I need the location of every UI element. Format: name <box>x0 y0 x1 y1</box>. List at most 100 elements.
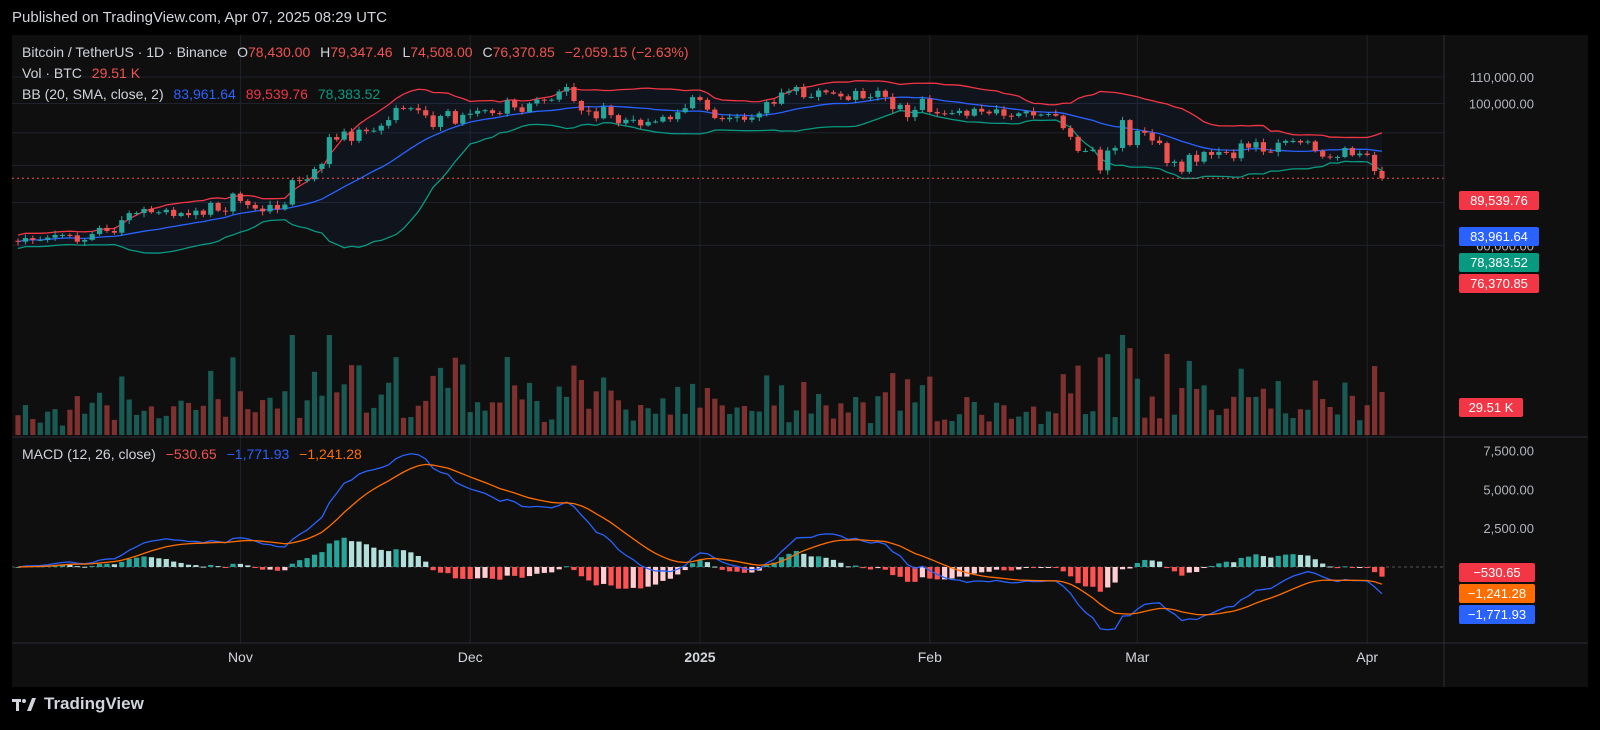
candle <box>890 93 896 114</box>
macd-histogram-bar <box>1038 567 1044 568</box>
volume-bar <box>897 410 903 435</box>
candle-body <box>660 116 666 122</box>
macd-histogram-bar <box>1075 567 1081 584</box>
macd-histogram-bar <box>460 567 466 579</box>
volume-bar <box>1038 424 1044 435</box>
volume-bar <box>1194 389 1200 435</box>
candle-body <box>986 111 992 114</box>
candle-body <box>675 112 681 120</box>
volume-bar <box>519 399 525 435</box>
volume-bar <box>1223 408 1229 435</box>
candle <box>1194 150 1200 166</box>
macd-histogram-bar <box>660 567 666 581</box>
candle <box>623 117 629 126</box>
macd-histogram-bar <box>148 557 155 567</box>
footer-brand[interactable]: TradingView <box>12 694 144 714</box>
macd-histogram-bar <box>1357 567 1363 568</box>
candle <box>675 109 681 123</box>
candle-body <box>704 99 711 110</box>
macd-histogram-bar <box>1297 554 1304 567</box>
macd-histogram-bar <box>215 566 221 568</box>
macd-histogram-bar <box>949 567 955 579</box>
candle-body <box>96 227 103 235</box>
candle-body <box>541 99 547 101</box>
macd-histogram-bar <box>134 557 140 567</box>
legend-bb-basis: 83,961.64 <box>174 86 236 102</box>
volume-bar <box>764 375 770 435</box>
legend-open-label: O <box>237 44 248 60</box>
candle-body <box>348 131 355 141</box>
candle-body <box>393 107 399 121</box>
volume-bar <box>386 382 392 435</box>
candle <box>608 104 614 119</box>
macd-histogram-bar <box>1090 567 1096 587</box>
candle <box>1105 147 1111 175</box>
macd-tick-label: 2,500.00 <box>1483 521 1534 536</box>
macd-histogram-bar <box>1142 559 1148 567</box>
macd-histogram-bar <box>304 558 310 567</box>
candle-body <box>1349 147 1355 156</box>
candle <box>1283 139 1289 146</box>
candle <box>237 191 243 204</box>
macd-histogram-bar <box>1119 567 1126 570</box>
candle <box>526 102 533 114</box>
legend-vol-label: Vol · BTC <box>22 65 82 81</box>
candle <box>1216 147 1222 159</box>
candle <box>1171 159 1178 167</box>
candle <box>1164 141 1170 167</box>
volume-bar <box>823 405 829 435</box>
candle-body <box>793 87 799 92</box>
macd-histogram-bar <box>897 567 903 577</box>
candle-body <box>163 209 169 213</box>
candle-body <box>415 108 421 111</box>
volume-bar <box>1342 382 1348 435</box>
volume-bar <box>1030 406 1037 435</box>
candle <box>215 201 221 213</box>
candle-body <box>652 121 659 123</box>
candle-body <box>801 87 807 98</box>
candle <box>979 104 985 115</box>
candle <box>482 108 488 114</box>
volume-bar <box>356 365 362 435</box>
candle <box>200 209 206 218</box>
candle <box>378 123 384 135</box>
candle <box>541 98 547 104</box>
candle-body <box>697 97 703 100</box>
macd-histogram-bar <box>1008 567 1014 571</box>
macd-histogram-bar <box>252 567 258 568</box>
macd-histogram-bar <box>178 562 184 567</box>
candle <box>1364 150 1370 157</box>
macd-histogram-bar <box>334 540 340 567</box>
macd-histogram-bar <box>163 559 169 567</box>
candle-body <box>400 107 407 109</box>
volume-bar <box>260 400 266 435</box>
candle-body <box>1164 143 1170 164</box>
macd-histogram-bar <box>1186 567 1192 573</box>
candle <box>823 89 829 95</box>
candle-body <box>601 106 607 119</box>
candle-body <box>719 118 725 120</box>
candle-body <box>178 213 184 216</box>
candle <box>185 209 192 218</box>
volume-bar <box>638 404 644 435</box>
candle-body <box>638 119 644 126</box>
candle <box>601 102 607 120</box>
volume-bar <box>845 412 851 435</box>
volume-bar <box>971 401 977 435</box>
macd-histogram-bar <box>956 567 963 577</box>
macd-histogram-bar <box>311 554 318 567</box>
volume-bar <box>1275 381 1281 435</box>
volume-bar <box>1097 357 1103 435</box>
macd-histogram-bar <box>853 565 859 567</box>
macd-histogram-bar <box>1016 567 1022 570</box>
volume-bar <box>163 415 169 435</box>
candle <box>119 216 125 236</box>
macd-histogram-bar <box>1201 567 1207 569</box>
candle <box>586 106 592 116</box>
volume-bar <box>252 412 258 435</box>
macd-histogram-bar <box>971 567 977 574</box>
volume-bar <box>727 414 733 435</box>
volume-bar <box>652 413 659 435</box>
